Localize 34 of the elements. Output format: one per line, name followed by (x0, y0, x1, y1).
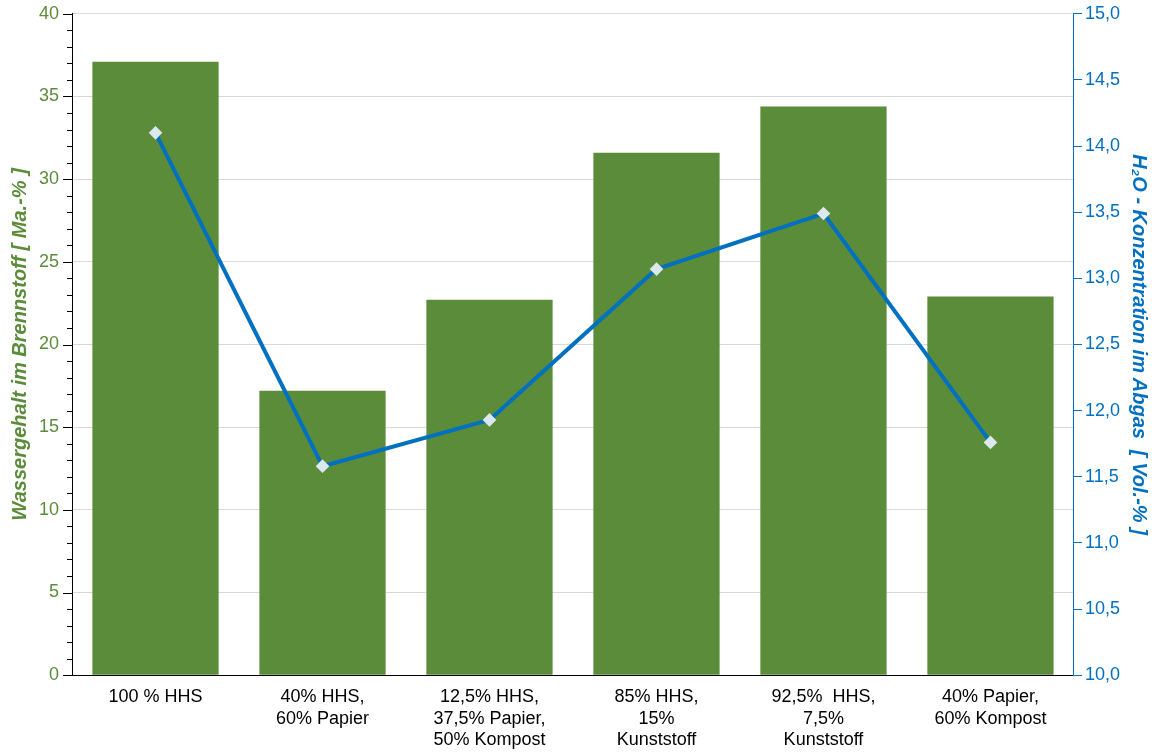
y-tick-label: 5 (49, 581, 60, 602)
bar (927, 296, 1054, 675)
y-tick-label: 10 (38, 498, 60, 519)
x-tick-label: 92,5% HHS, 7,5% Kunststoff (771, 685, 876, 750)
y2-tick-label: 12,0 (1084, 399, 1121, 420)
y2-tick-label: 14,0 (1084, 135, 1121, 156)
x-tick-label: 85% HHS, 15% Kunststoff (614, 685, 699, 750)
y-tick-label: 30 (38, 168, 60, 189)
y2-tick-label: 15,0 (1084, 2, 1121, 23)
y2-axis-title: H₂O - Konzentration im Abgas [ Vol.-% ] (1129, 154, 1152, 537)
x-tick-label: 40% HHS, 60% Papier (275, 685, 370, 728)
y2-tick-label: 11,5 (1084, 465, 1119, 486)
y-tick-label: 15 (38, 416, 60, 437)
y-tick-label: 20 (38, 333, 60, 354)
bar (259, 390, 386, 675)
y2-tick-label: 11,0 (1084, 531, 1119, 552)
y2-tick-label: 13,0 (1084, 267, 1121, 288)
y2-tick-label: 12,5 (1084, 333, 1121, 354)
x-tick-label: 12,5% HHS, 37,5% Papier, 50% Kompost (433, 685, 546, 750)
y2-tick-label: 14,5 (1084, 68, 1121, 89)
x-tick-label: 100 % HHS (108, 685, 203, 706)
bar (92, 61, 219, 675)
x-tick-label: 40% Papier, 60% Kompost (934, 685, 1047, 728)
y-tick-label: 0 (49, 664, 60, 685)
y-tick-label: 40 (38, 2, 60, 23)
bar (593, 152, 720, 675)
bar (760, 106, 887, 675)
y-axis-title: Wassergehalt im Brennstoff [ Ma.-% ] (7, 166, 30, 521)
y-tick-label: 35 (38, 85, 60, 106)
y2-tick-label: 13,5 (1084, 201, 1121, 222)
y2-tick-label: 10,5 (1084, 598, 1121, 619)
y-tick-label: 25 (38, 250, 60, 271)
y2-tick-label: 10,0 (1084, 664, 1121, 685)
bar (426, 299, 553, 675)
